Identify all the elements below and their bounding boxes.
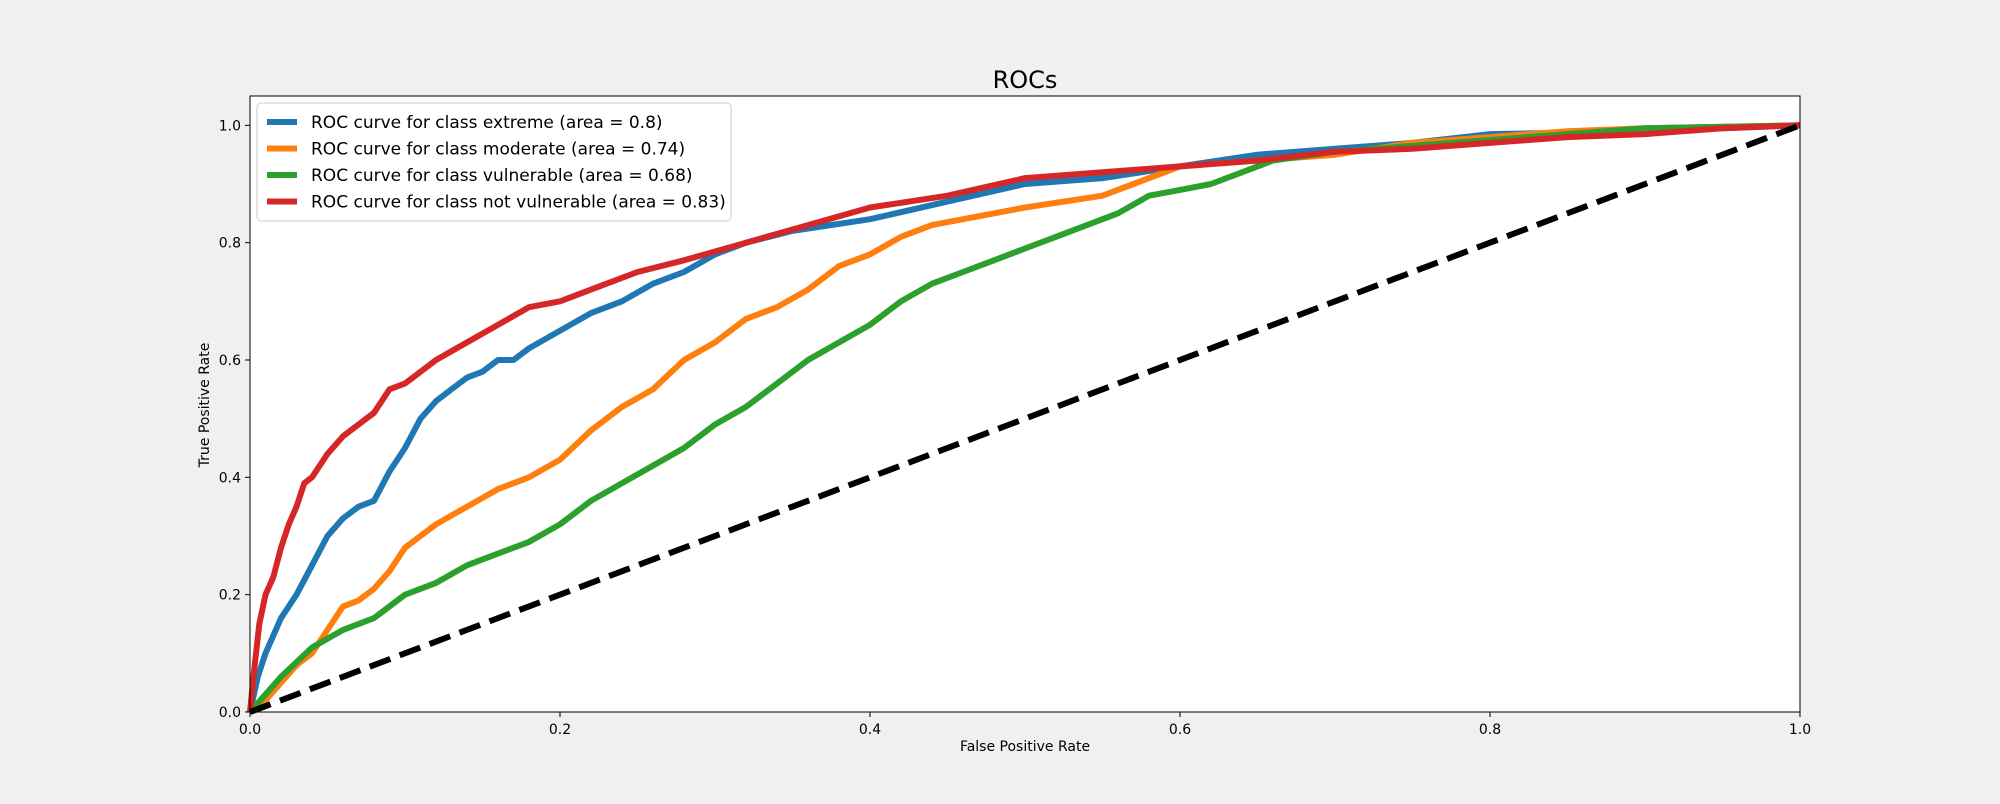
legend-box: [256, 102, 732, 222]
roc-curve-series-3: [247, 122, 1801, 713]
y-tick-label: 0.6: [219, 353, 241, 369]
y-tick-label: 0.0: [219, 705, 241, 721]
chart-title: ROCs: [993, 66, 1058, 94]
chance-reference-line: [248, 122, 1802, 715]
x-tick-label: 0.4: [859, 722, 881, 738]
legend-label-2: ROC curve for class vulnerable (area = 0…: [311, 166, 693, 186]
x-tick-label: 0.8: [1479, 722, 1501, 738]
legend-label-3: ROC curve for class not vulnerable (area…: [311, 193, 726, 213]
x-axis: 0.0 0.2 0.4 0.6 0.8 1.0: [239, 712, 1811, 738]
y-tick-label: 0.4: [219, 470, 241, 486]
x-tick-label: 0.0: [239, 722, 261, 738]
x-tick-label: 0.6: [1169, 722, 1191, 738]
y-axis-label: True Positive Rate: [197, 343, 213, 469]
roc-curve-series-2: [247, 122, 1801, 714]
y-axis: 0.0 0.2 0.4 0.6 0.8 1.0: [219, 118, 250, 721]
y-tick-label: 0.8: [219, 236, 241, 252]
legend-label-1: ROC curve for class moderate (area = 0.7…: [311, 140, 685, 160]
legend-label-0: ROC curve for class extreme (area = 0.8): [311, 113, 663, 133]
curves-layer: [247, 122, 1802, 715]
x-tick-label: 1.0: [1789, 722, 1811, 738]
plot-frame: [249, 95, 1801, 713]
x-tick-label: 0.2: [549, 722, 571, 738]
y-tick-label: 0.2: [219, 588, 241, 604]
x-axis-label: False Positive Rate: [960, 739, 1090, 755]
y-tick-label: 1.0: [219, 118, 241, 134]
legend: ROC curve for class extreme (area = 0.8)…: [256, 102, 732, 222]
